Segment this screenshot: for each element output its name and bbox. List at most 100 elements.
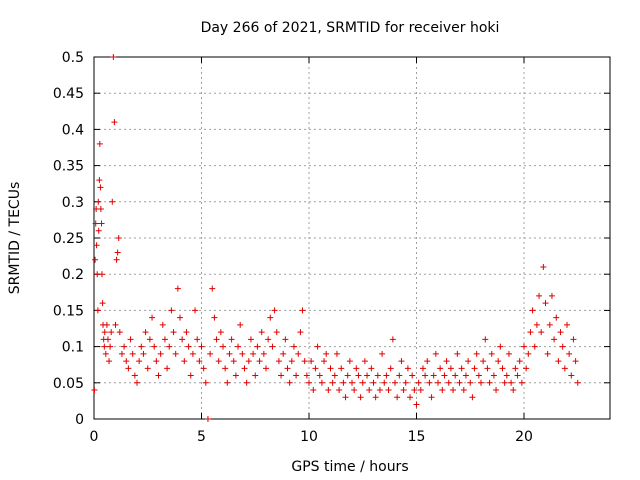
data-point	[269, 343, 276, 350]
data-point	[95, 198, 102, 205]
data-point	[422, 372, 429, 379]
data-point	[159, 321, 166, 328]
data-point	[327, 365, 334, 372]
data-point	[533, 321, 540, 328]
data-point	[172, 350, 179, 357]
data-point	[131, 372, 138, 379]
y-tick-label: 0.45	[53, 86, 84, 102]
data-point	[101, 329, 108, 336]
data-point	[361, 358, 368, 365]
data-point	[108, 329, 115, 336]
data-point	[389, 336, 396, 343]
data-point	[245, 358, 252, 365]
data-point	[144, 365, 151, 372]
data-point	[170, 329, 177, 336]
data-point	[312, 365, 319, 372]
data-point	[96, 177, 103, 184]
data-point	[200, 365, 207, 372]
data-point	[342, 394, 349, 401]
y-tick-label: 0.05	[53, 376, 84, 392]
data-point	[501, 379, 508, 386]
data-point	[136, 358, 143, 365]
data-point	[179, 336, 186, 343]
data-point	[265, 336, 272, 343]
data-point	[280, 350, 287, 357]
data-point	[471, 365, 478, 372]
data-point	[428, 394, 435, 401]
data-point	[140, 350, 147, 357]
data-point	[98, 220, 105, 227]
data-point	[198, 343, 205, 350]
data-point	[217, 329, 224, 336]
data-point	[250, 350, 257, 357]
x-tick-label: 10	[300, 429, 318, 445]
data-point	[115, 235, 122, 241]
data-point	[407, 394, 414, 401]
data-point	[458, 365, 465, 372]
data-point	[112, 321, 119, 328]
y-tick-label: 0.15	[53, 303, 84, 319]
data-point	[134, 379, 140, 386]
data-point	[432, 350, 439, 357]
data-point	[121, 343, 128, 350]
data-point	[542, 300, 549, 307]
data-point	[529, 307, 536, 314]
data-point	[331, 372, 338, 379]
data-point	[372, 394, 379, 401]
data-point	[486, 379, 493, 386]
data-point	[452, 372, 459, 379]
data-point	[402, 379, 409, 386]
data-point	[518, 379, 525, 386]
data-point	[185, 343, 192, 350]
data-point	[359, 379, 366, 386]
data-point	[230, 358, 237, 365]
data-point	[114, 249, 121, 256]
data-point	[338, 365, 345, 372]
data-point	[467, 379, 474, 386]
data-point	[192, 307, 199, 314]
data-point	[149, 314, 156, 321]
data-point	[411, 387, 418, 394]
data-point	[570, 336, 577, 343]
data-point	[299, 307, 306, 314]
data-point	[314, 343, 321, 350]
data-point	[138, 343, 145, 350]
data-point	[95, 227, 102, 234]
data-point	[241, 365, 248, 372]
data-point	[340, 379, 347, 386]
data-point	[129, 350, 136, 357]
data-point	[99, 300, 106, 307]
data-point	[417, 387, 424, 394]
data-point	[488, 350, 495, 357]
data-point	[146, 336, 153, 343]
data-point	[561, 365, 568, 372]
data-point	[187, 372, 194, 379]
data-point	[271, 307, 278, 314]
data-point	[92, 220, 99, 227]
data-point	[364, 372, 371, 379]
data-point	[161, 336, 168, 343]
data-point	[106, 358, 113, 365]
data-point	[394, 394, 401, 401]
data-point	[387, 365, 394, 372]
data-point	[357, 394, 364, 401]
data-point	[97, 184, 104, 191]
x-tick-label: 20	[515, 429, 533, 445]
data-point	[243, 379, 250, 386]
data-point	[228, 336, 235, 343]
data-point	[351, 387, 358, 394]
data-point	[413, 401, 420, 408]
data-point	[374, 372, 381, 379]
data-point	[303, 372, 310, 379]
data-point	[447, 365, 454, 372]
data-point	[404, 365, 411, 372]
data-point	[553, 314, 560, 321]
data-point	[288, 358, 295, 365]
data-point	[344, 372, 351, 379]
data-point	[316, 372, 323, 379]
data-point	[295, 350, 302, 357]
data-point	[462, 372, 469, 379]
data-point	[153, 358, 160, 365]
data-point	[118, 350, 125, 357]
data-point	[263, 365, 269, 372]
